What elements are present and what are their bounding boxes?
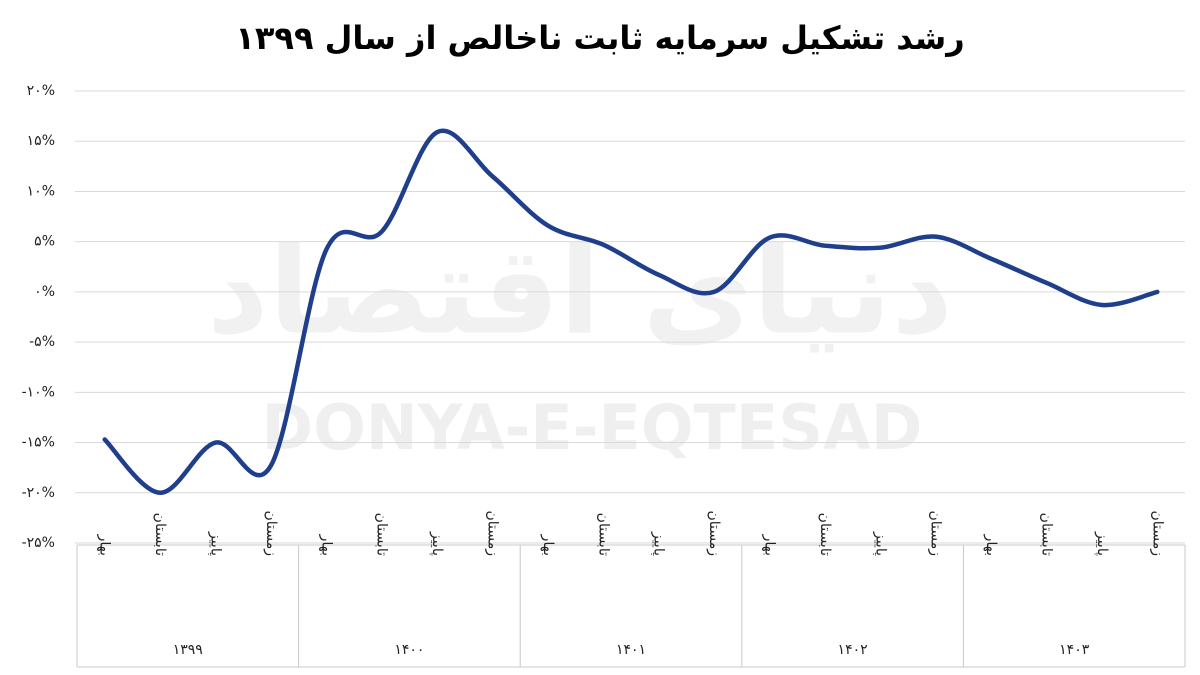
y-tick-label: -۲۵% [22, 535, 55, 551]
x-tick-label: پاییز [429, 531, 445, 556]
y-tick-label: ۱۰% [27, 183, 55, 199]
x-tick-label: پاییز [208, 531, 224, 556]
x-tick-label: بهار [762, 534, 778, 556]
y-tick-label: ۵% [34, 234, 55, 250]
x-tick-label: زمستان [928, 510, 944, 556]
x-tick-label: تابستان [817, 513, 833, 556]
x-tick-label: تابستان [374, 513, 390, 556]
y-tick-label: ۲۰% [27, 83, 55, 99]
x-tick-label: تابستان [595, 513, 611, 556]
x-tick-label: تابستان [152, 513, 168, 556]
x-tick-label: تابستان [1039, 513, 1055, 556]
y-tick-label: -۵% [29, 334, 55, 350]
x-tick-label: زمستان [1149, 510, 1165, 556]
group-label: ۱۴۰۲ [838, 642, 868, 658]
x-tick-label: بهار [318, 534, 334, 556]
x-tick-label: بهار [983, 534, 999, 556]
y-tick-label: ۱۵% [27, 133, 55, 149]
y-tick-label: -۲۰% [22, 485, 55, 501]
x-tick-label: بهار [97, 534, 113, 556]
y-tick-label: -۱۵% [22, 435, 55, 451]
x-tick-label: بهار [540, 534, 556, 556]
y-tick-label: -۱۰% [22, 384, 55, 400]
group-label: ۱۴۰۰ [394, 642, 424, 658]
data-line [102, 128, 1160, 496]
x-tick-label: پاییز [651, 531, 667, 556]
x-tick-label: زمستان [485, 510, 501, 556]
y-tick-label: ۰% [34, 284, 55, 300]
group-label: ۱۴۰۱ [616, 642, 646, 658]
group-label: ۱۴۰۳ [1059, 642, 1090, 658]
x-tick-label: زمستان [706, 510, 722, 556]
x-tick-label: پاییز [1094, 531, 1110, 556]
chart-title: رشد تشکیل سرمایه ثابت ناخالص از سال ۱۳۹۹ [235, 19, 964, 57]
x-tick-label: زمستان [263, 510, 279, 556]
group-label: ۱۳۹۹ [173, 642, 203, 658]
watermark: DONYA-E-EQTESAD [262, 391, 923, 464]
x-tick-label: پاییز [872, 531, 888, 556]
